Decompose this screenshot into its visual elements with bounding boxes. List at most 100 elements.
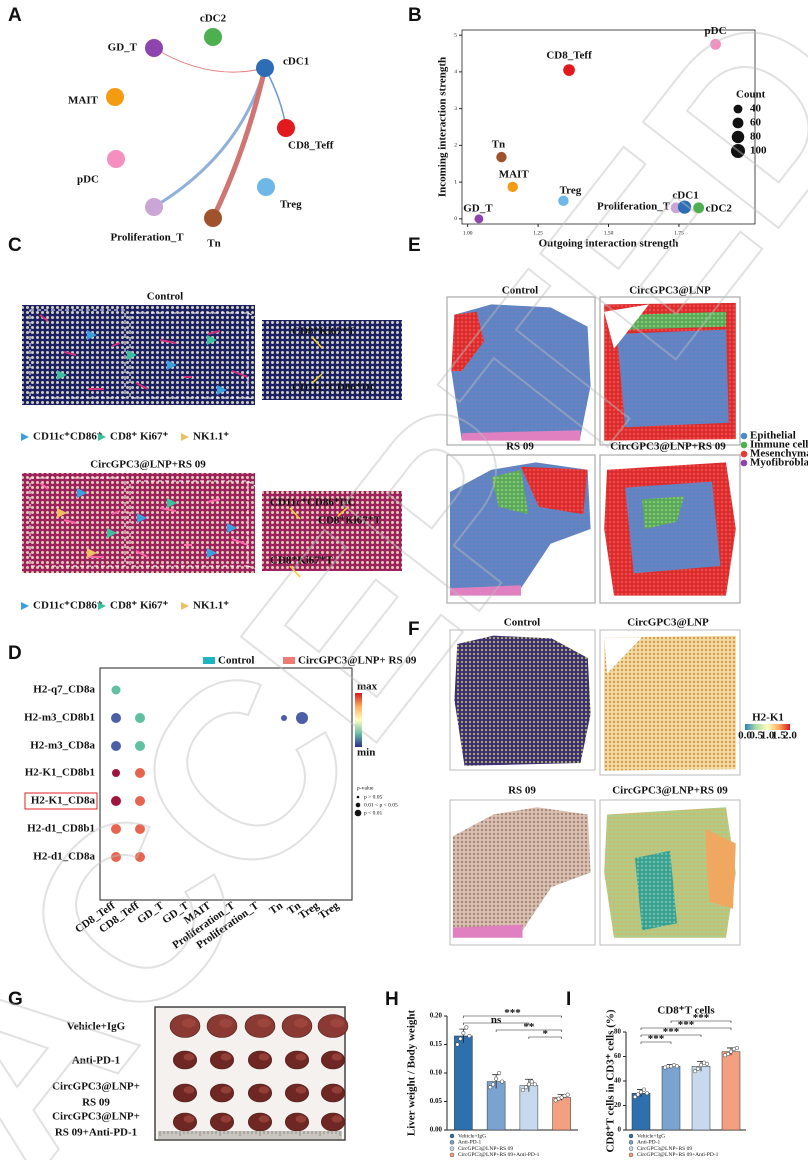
liver <box>173 1112 198 1132</box>
legend-title: Count <box>736 89 766 101</box>
liver-lobe <box>183 1053 195 1061</box>
streak <box>111 510 121 515</box>
y-tick-label: 5 <box>454 32 457 38</box>
panel-letter: C <box>8 235 22 256</box>
data-point <box>532 1082 537 1087</box>
point-label: MAIT <box>499 168 530 180</box>
edge <box>210 65 268 221</box>
tissue <box>454 635 591 766</box>
inset-label: CD11c⁺CD86⁺DC <box>292 382 378 394</box>
dot <box>111 741 121 751</box>
liver <box>248 1050 273 1070</box>
liver-lobe <box>294 1018 308 1028</box>
image-title: CircGPC3@LNP+RS 09 <box>90 459 206 471</box>
x-axis-label: Outgoing interaction strength <box>539 238 679 250</box>
liver-lobe <box>258 1115 270 1123</box>
dot <box>135 824 145 834</box>
legend-label: Anti-PD-1 <box>637 1140 660 1146</box>
tissue <box>604 304 649 349</box>
legend-swatch <box>203 657 215 664</box>
edge <box>153 47 266 73</box>
legend-dot <box>740 459 748 467</box>
node <box>204 209 222 227</box>
tissue <box>450 585 521 596</box>
colorbar <box>355 693 362 747</box>
data-point <box>704 1061 710 1066</box>
point-label: GD_T <box>463 202 493 214</box>
data-point <box>565 1092 570 1097</box>
point <box>563 64 575 76</box>
image-title: RS 09 <box>506 441 534 453</box>
row-label: H2-K1_CD8a <box>31 795 96 807</box>
colorbar-label: 0.5 <box>749 730 763 742</box>
panel-letter: H <box>385 989 399 1010</box>
node <box>277 119 295 137</box>
y-tick-label: 3 <box>454 106 457 112</box>
legend-dot <box>740 450 748 458</box>
data-point <box>695 1066 701 1071</box>
marker <box>98 433 106 441</box>
legend-label: CircGPC3@LNP+RS 09 <box>458 1146 513 1152</box>
streak <box>207 330 221 335</box>
legend-dot <box>628 1133 634 1139</box>
colorbar-label: 0.0 <box>738 730 752 742</box>
streak <box>39 314 49 322</box>
liver <box>320 1050 345 1070</box>
bar <box>721 1051 741 1131</box>
streak <box>135 550 149 558</box>
streak <box>135 382 149 390</box>
marker <box>87 330 97 340</box>
significance: * <box>543 1028 549 1040</box>
marker <box>207 335 217 345</box>
legend-label: CircGPC3@LNP+RS 09+Anti-PD-1 <box>458 1152 540 1158</box>
tissue <box>452 807 591 938</box>
liver <box>284 1112 309 1132</box>
liver <box>173 1083 198 1103</box>
image-title: RS 09 <box>508 785 536 797</box>
legend-label: Epithelial <box>750 430 796 442</box>
x-tick-label: 1.00 <box>463 230 473 236</box>
arrow <box>311 373 323 384</box>
liver-lobe <box>331 1086 343 1094</box>
data-point <box>488 1085 493 1090</box>
bracket <box>528 1036 562 1039</box>
point <box>558 195 569 207</box>
liver-lobe <box>257 1018 271 1028</box>
tissue <box>705 829 736 909</box>
dot <box>111 796 121 806</box>
row-label: Vehicle+IgG <box>67 1021 126 1033</box>
liver-lobe <box>258 1053 270 1061</box>
micrograph <box>22 305 255 405</box>
ruler <box>158 1131 342 1139</box>
marker <box>77 488 87 498</box>
legend-label: p < 0.01 <box>364 810 382 816</box>
y-tick-label: 0 <box>618 1126 622 1134</box>
significance: *** <box>693 1012 710 1024</box>
dot <box>135 768 145 778</box>
colorbar-title: H2-K1 <box>752 712 784 724</box>
marker <box>227 523 237 533</box>
marker <box>207 548 217 558</box>
data-point <box>461 1031 466 1036</box>
y-tick-label: 0.10 <box>430 1069 443 1077</box>
point-label: Treg <box>560 184 582 196</box>
colorbar-label: min <box>357 747 375 759</box>
bar <box>661 1066 681 1131</box>
point <box>693 202 705 214</box>
liver-lobe <box>220 1053 232 1061</box>
row-label: H2-q7_CD8a <box>33 684 95 696</box>
significance: *** <box>663 1026 680 1038</box>
dot <box>111 713 121 723</box>
colorbar-label: max <box>357 681 378 693</box>
legend-label: Vehicle+IgG <box>637 1133 665 1139</box>
dot <box>111 852 121 862</box>
liver-lobe <box>295 1053 307 1061</box>
dot <box>135 852 145 862</box>
legend-label: Vehicle+IgG <box>458 1133 486 1139</box>
liver <box>284 1083 309 1103</box>
row-label: CircGPC3@LNP+ <box>52 1111 140 1123</box>
legend-label: Mesenchymal <box>750 448 808 460</box>
streak <box>207 498 221 503</box>
